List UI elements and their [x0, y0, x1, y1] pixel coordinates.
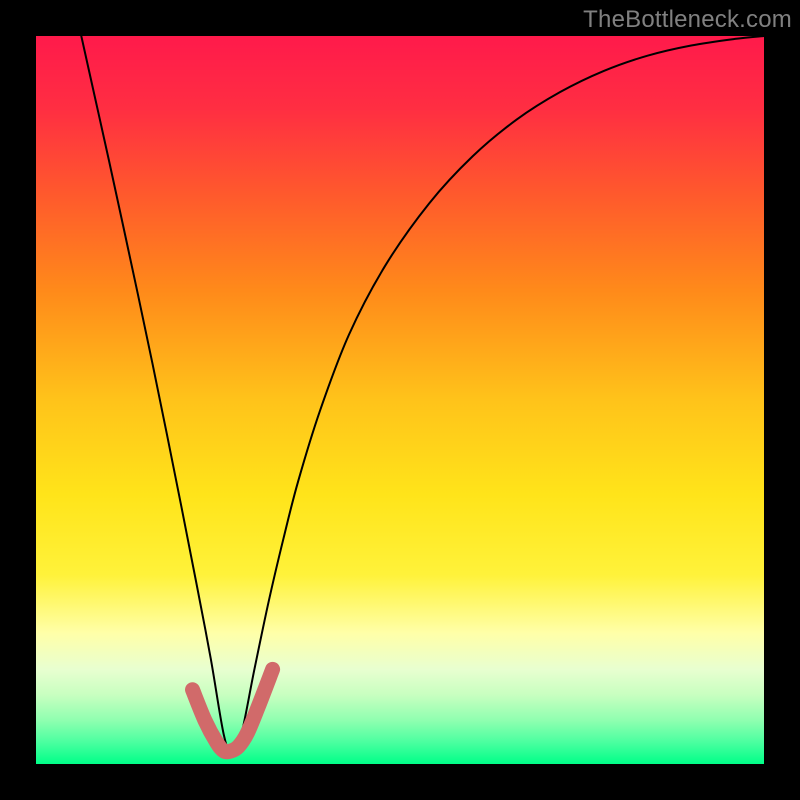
plot-svg [36, 36, 764, 764]
plot-area [36, 36, 764, 764]
plot-background [36, 36, 764, 764]
watermark-text: TheBottleneck.com [583, 6, 792, 34]
